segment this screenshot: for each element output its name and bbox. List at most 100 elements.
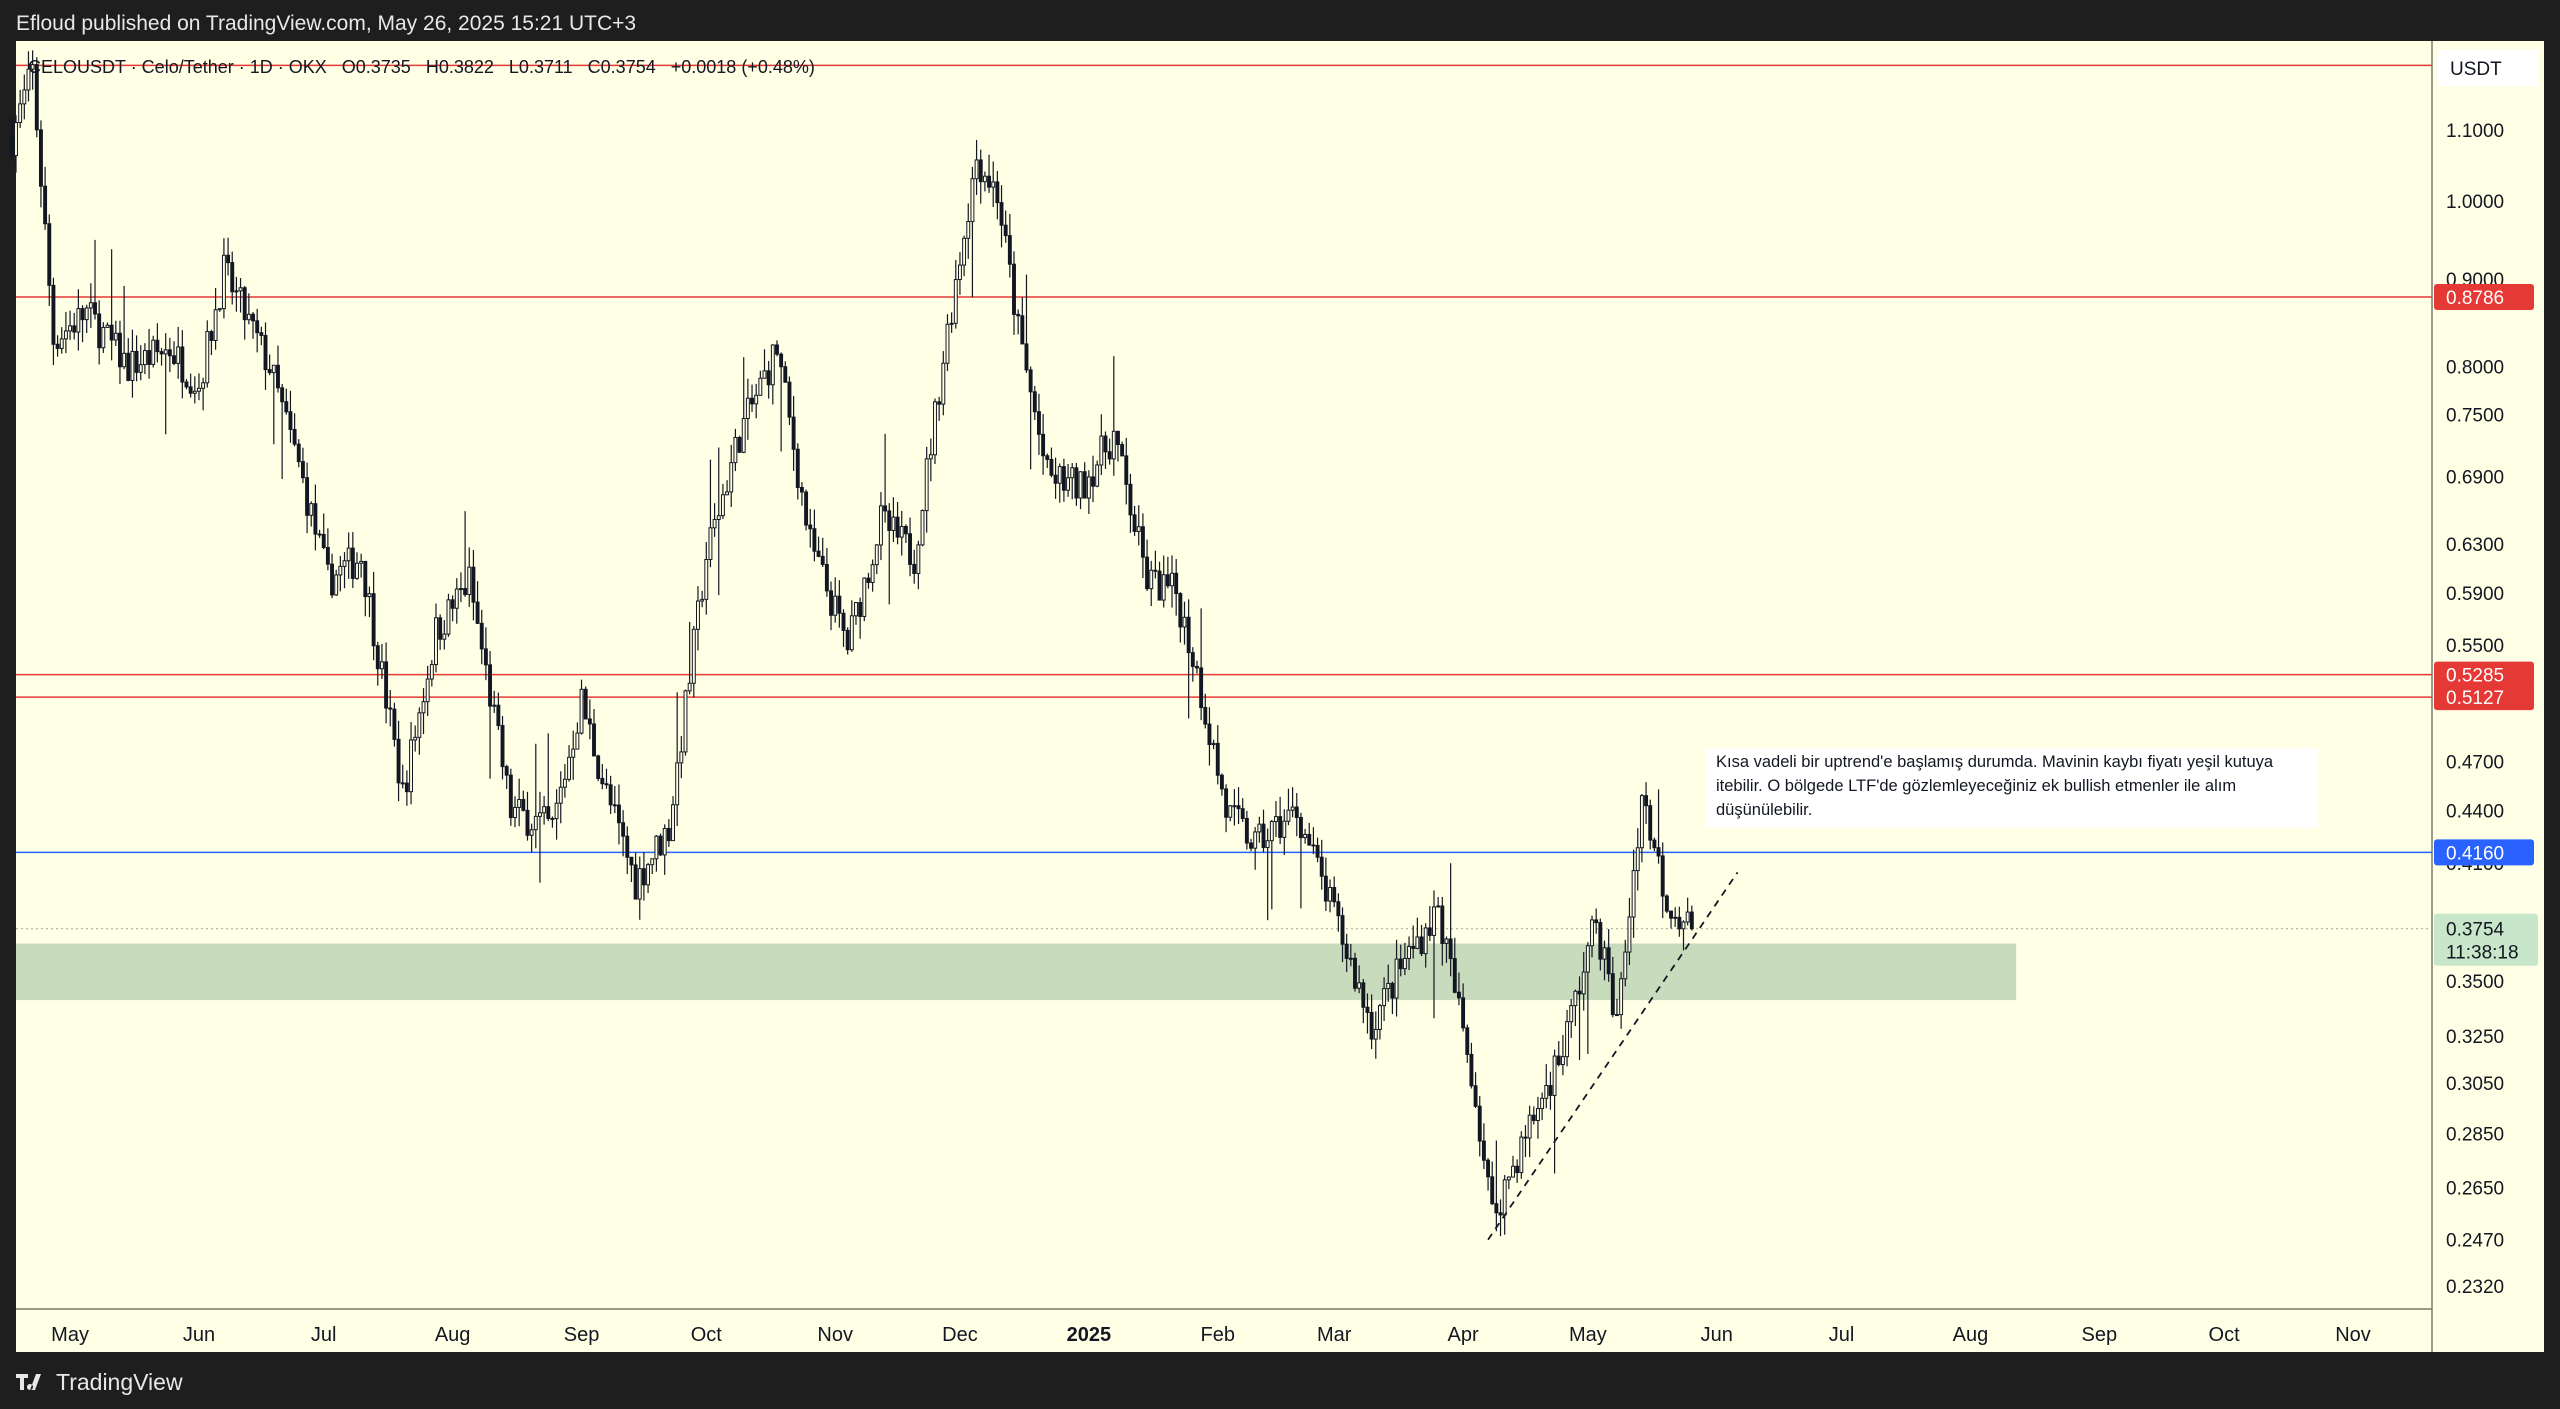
- candle: [1669, 910, 1673, 929]
- candle: [379, 643, 384, 680]
- price-level-badge[interactable]: 0.5127: [2434, 684, 2534, 711]
- candle: [1494, 1140, 1499, 1232]
- candle: [1527, 1105, 1532, 1158]
- price-level-badge[interactable]: 0.5285: [2434, 661, 2534, 688]
- candle: [1569, 999, 1574, 1038]
- candle: [1045, 453, 1050, 469]
- legend-high: H0.3822: [426, 57, 494, 77]
- legend-open: O0.3735: [342, 57, 411, 77]
- candle: [496, 692, 501, 730]
- candle: [1664, 894, 1669, 914]
- candle: [334, 569, 339, 596]
- candle: [1016, 309, 1021, 335]
- candle: [1673, 907, 1678, 927]
- time-tick-label: Nov: [817, 1324, 853, 1346]
- candle: [1170, 555, 1174, 608]
- candle: [1486, 1158, 1491, 1191]
- candle: [941, 351, 946, 416]
- candle: [600, 764, 605, 790]
- candle: [937, 396, 942, 421]
- candle: [1036, 393, 1041, 455]
- candle: [1215, 725, 1220, 785]
- candle: [1116, 430, 1120, 462]
- candle: [1236, 787, 1241, 824]
- candle: [130, 329, 135, 398]
- candle: [704, 542, 709, 615]
- analysis-note[interactable]: Kısa vadeli bir uptrend'e başlamış durum…: [1706, 748, 2318, 828]
- price-level-badge-text: 0.8786: [2446, 288, 2504, 309]
- candle: [1573, 989, 1578, 1027]
- candle: [1639, 793, 1644, 863]
- candle: [1278, 796, 1283, 844]
- candle: [113, 320, 118, 346]
- candle: [330, 553, 334, 599]
- candle: [1174, 559, 1179, 616]
- candle: [371, 571, 376, 661]
- currency-label[interactable]: USDT: [2438, 50, 2538, 86]
- candle: [438, 614, 443, 650]
- candle: [1544, 1064, 1549, 1109]
- candle: [666, 819, 671, 847]
- uptrend-line[interactable]: [1487, 871, 1739, 1241]
- candle: [1257, 816, 1262, 843]
- candle: [1540, 1092, 1545, 1121]
- candle: [147, 328, 152, 379]
- candle: [1602, 940, 1607, 981]
- price-tick-label: 0.3050: [2446, 1074, 2504, 1095]
- candle: [1436, 896, 1441, 908]
- price-level-badge[interactable]: 0.8786: [2434, 283, 2534, 310]
- candle: [679, 735, 684, 779]
- candle: [862, 577, 867, 622]
- price-level-badge[interactable]: 0.4160: [2434, 839, 2534, 866]
- candle: [55, 335, 60, 357]
- candle: [1269, 819, 1274, 910]
- candle: [621, 810, 626, 857]
- candle: [1560, 1034, 1565, 1076]
- candle: [1448, 863, 1453, 977]
- time-ticks-layer: May Jun Jul Aug Sep Oct Nov Dec 2025 Feb Mar Apr May…: [51, 1324, 2371, 1346]
- candle: [471, 550, 476, 621]
- candle: [34, 57, 39, 138]
- candle: [1294, 792, 1299, 837]
- candle: [1253, 827, 1258, 870]
- legend-change: +0.0018 (+0.48%): [671, 57, 815, 77]
- candle: [1382, 977, 1387, 1022]
- candle: [1619, 971, 1624, 1029]
- candle: [1103, 431, 1108, 469]
- ohlc-legend: CELOUSDT · Celo/Tether · 1D · OKX O0.373…: [28, 57, 815, 77]
- price-tick-label: 0.6900: [2446, 467, 2504, 488]
- candle: [1178, 592, 1183, 643]
- candle: [745, 378, 750, 440]
- candle: [1074, 462, 1079, 506]
- candle: [221, 238, 226, 319]
- legend-low: L0.3711: [509, 57, 573, 77]
- candle: [933, 398, 937, 465]
- time-tick-label: Aug: [435, 1324, 471, 1346]
- candle: [883, 433, 888, 523]
- candle: [226, 237, 231, 276]
- candle: [779, 352, 784, 452]
- candle: [912, 549, 917, 584]
- price-tick-label: 0.7500: [2446, 406, 2504, 427]
- candle: [118, 320, 122, 385]
- candle: [1290, 787, 1295, 818]
- demand-zone[interactable]: [16, 943, 2017, 1001]
- tradingview-logo-icon[interactable]: [16, 1372, 46, 1392]
- candle: [1432, 890, 1436, 1019]
- candle: [434, 603, 438, 673]
- candle: [404, 770, 409, 806]
- candle: [525, 791, 530, 841]
- price-tick-label: 0.3250: [2446, 1027, 2504, 1048]
- candle: [1615, 998, 1619, 1017]
- candle: [571, 730, 576, 780]
- candle: [1323, 857, 1328, 911]
- footer-brand[interactable]: TradingView: [56, 1368, 183, 1395]
- candle: [317, 529, 322, 538]
- candle: [1078, 471, 1083, 510]
- time-tick-label: Dec: [942, 1324, 978, 1346]
- candle: [1590, 915, 1594, 958]
- candle: [999, 185, 1004, 248]
- candle: [1523, 1125, 1528, 1158]
